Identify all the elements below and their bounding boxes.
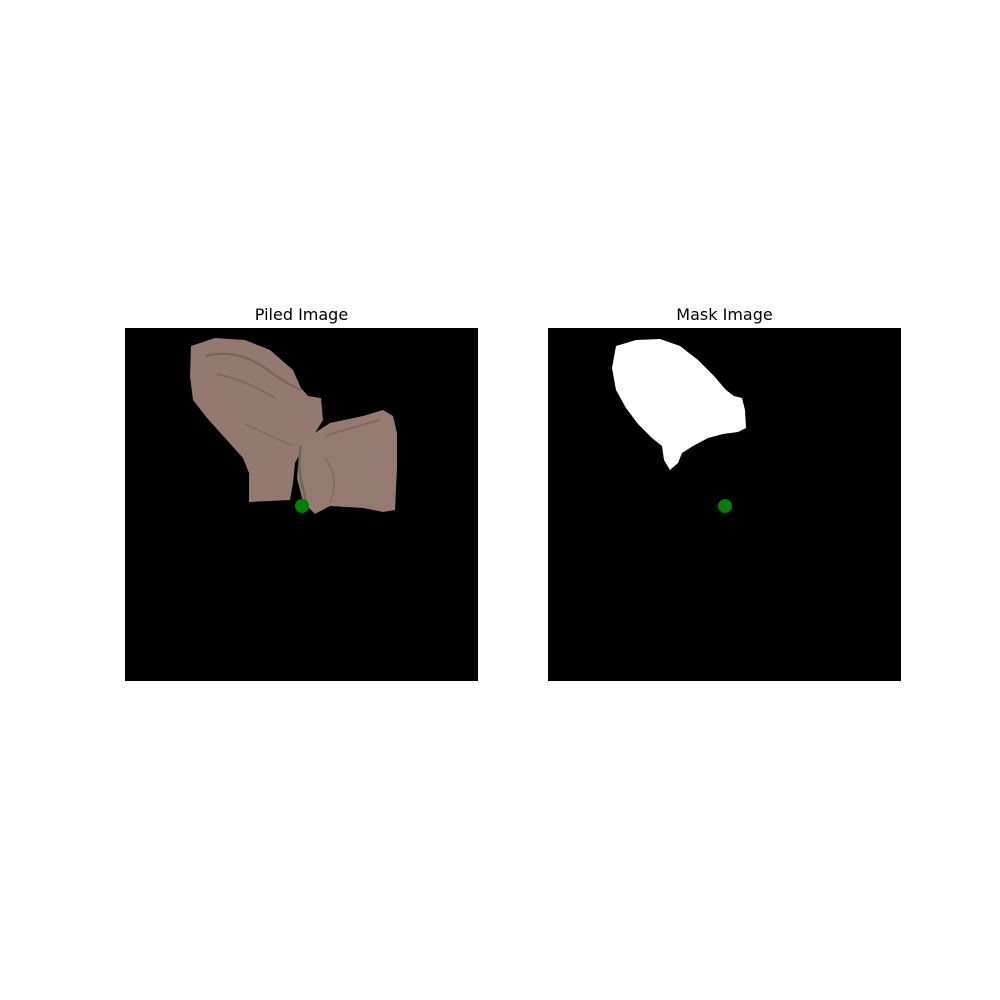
cloth-fold-line	[216, 373, 276, 399]
piled-image-canvas	[125, 328, 478, 681]
mask-image-canvas	[548, 328, 901, 681]
cloth-piece-lower	[297, 410, 397, 514]
cloth-piece-upper	[190, 338, 323, 502]
segmentation-mask	[612, 339, 746, 470]
cloth-fold-line	[244, 423, 294, 447]
cloth-fold-line	[324, 419, 381, 437]
cloth-fold-line	[204, 352, 302, 391]
piled-image-panel	[125, 328, 478, 681]
grasp-point-marker	[718, 499, 732, 513]
piled-image-title: Piled Image	[254, 305, 349, 324]
mask-image-panel	[548, 328, 901, 681]
grasp-point-marker	[295, 499, 309, 513]
cloth-fold-line	[324, 457, 335, 504]
mask-image-title: Mask Image	[676, 305, 773, 324]
